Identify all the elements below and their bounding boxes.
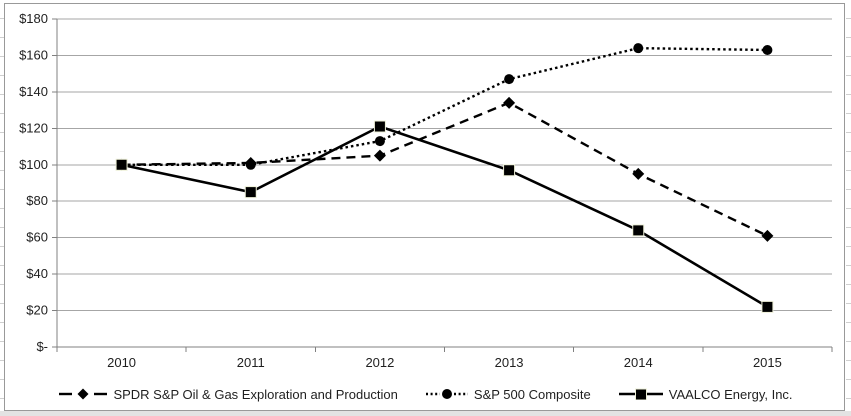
x-axis-label: 2012 xyxy=(365,355,394,370)
x-axis-label: 2015 xyxy=(753,355,782,370)
y-axis-label: $20 xyxy=(26,303,48,318)
legend-label-vaalco: VAALCO Energy, Inc. xyxy=(668,386,793,402)
y-axis-label: $40 xyxy=(26,266,48,281)
chart-frame-border xyxy=(4,3,845,411)
legend-swatch-dashed-diamond-icon xyxy=(59,388,108,400)
legend-swatch-dotted-circle-icon xyxy=(425,389,468,399)
chart-legend: SPDR S&P Oil & Gas Exploration and Produ… xyxy=(6,383,845,405)
square-marker xyxy=(244,186,257,199)
diamond-marker xyxy=(632,167,645,180)
y-axis-label: $160 xyxy=(19,47,48,62)
square-marker xyxy=(503,164,516,177)
x-axis-label: 2011 xyxy=(237,355,265,370)
y-axis-label: $- xyxy=(36,339,48,354)
y-axis-label: $120 xyxy=(19,120,48,135)
x-axis-label: 2014 xyxy=(624,355,653,370)
circle-marker xyxy=(762,44,773,55)
square-marker xyxy=(761,300,774,313)
circle-marker xyxy=(374,136,385,147)
y-axis-label: $180 xyxy=(19,11,48,26)
y-axis-label: $100 xyxy=(19,157,48,172)
circle-marker xyxy=(633,43,644,54)
sheet-row-band-bottom xyxy=(0,411,851,416)
square-marker xyxy=(373,120,386,133)
series-line-circle xyxy=(121,46,768,166)
legend-item-vaalco[interactable]: VAALCO Energy, Inc. xyxy=(618,387,793,402)
x-axis-label: 2010 xyxy=(107,355,136,370)
legend-item-sp500[interactable]: S&P 500 Composite xyxy=(425,387,591,402)
diamond-marker xyxy=(503,96,516,109)
legend-item-spdr-oil-gas[interactable]: SPDR S&P Oil & Gas Exploration and Produ… xyxy=(58,386,398,402)
y-axis-label: $80 xyxy=(26,193,48,208)
legend-swatch-solid-square-icon xyxy=(618,388,663,400)
circle-marker xyxy=(504,74,515,85)
diamond-marker xyxy=(373,149,386,162)
sheet-gridline-stubs-right xyxy=(846,0,851,416)
legend-label-spdr-oil-gas: SPDR S&P Oil & Gas Exploration and Produ… xyxy=(113,386,398,402)
legend-label-sp500: S&P 500 Composite xyxy=(473,386,591,402)
sheet-gridline-stubs-left xyxy=(0,0,4,416)
y-axis-label: $140 xyxy=(19,84,48,99)
diamond-marker xyxy=(761,229,774,242)
y-axis-label: $60 xyxy=(26,230,48,245)
square-marker xyxy=(115,158,128,171)
square-marker xyxy=(632,224,645,237)
x-axis-label: 2013 xyxy=(495,355,524,370)
diamond-marker xyxy=(244,156,257,169)
series-line-square xyxy=(121,125,769,309)
series-line-diamond xyxy=(121,101,768,237)
